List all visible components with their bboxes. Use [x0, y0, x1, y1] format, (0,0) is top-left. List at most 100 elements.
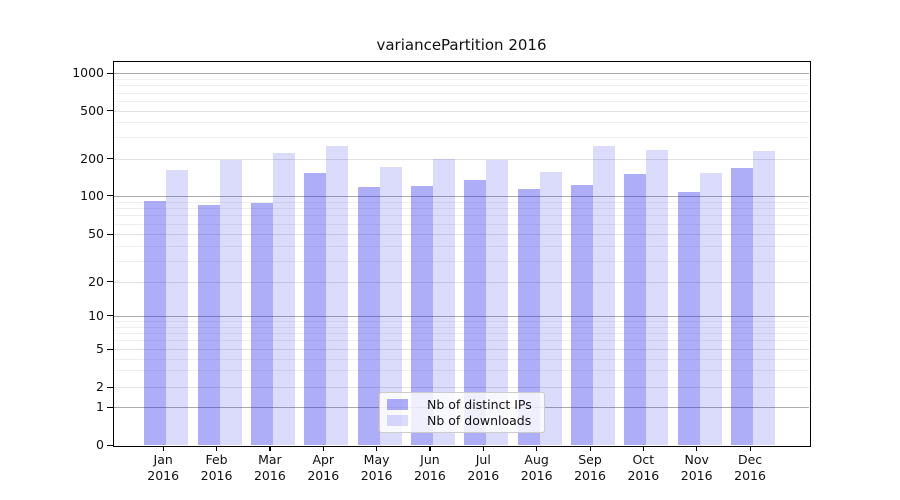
gridline-decade [114, 315, 809, 317]
gridline-minor [114, 332, 809, 334]
y-tick-mark [107, 281, 113, 283]
y-tick-label: 20 [88, 273, 104, 289]
bar-downloads-dec [753, 151, 776, 445]
gridline-major [114, 349, 809, 351]
bar-distinct-ips-sep [571, 184, 593, 445]
bar-downloads-oct [646, 149, 669, 445]
x-tick-label: Sep 2016 [574, 452, 606, 483]
bar-downloads-mar [272, 153, 295, 445]
gridline-minor [114, 260, 809, 262]
gridline-minor [114, 320, 809, 322]
y-tick-label: 0 [96, 437, 104, 452]
legend: Nb of distinct IPs Nb of downloads [379, 392, 545, 433]
y-tick-label: 1 [96, 399, 104, 415]
x-tick-label: Aug 2016 [520, 452, 553, 483]
y-tick-label: 100 [80, 187, 104, 203]
gridline-major [114, 387, 809, 389]
gridline-major [114, 110, 809, 112]
x-tick-label: Nov 2016 [680, 452, 713, 483]
gridline-minor [114, 215, 809, 217]
x-tick-mark [216, 446, 218, 451]
x-tick-mark [642, 446, 645, 451]
bar-downloads-jun [432, 159, 455, 445]
bar-downloads-apr [326, 146, 349, 445]
legend-swatch-downloads-icon [387, 415, 408, 427]
x-tick-mark [376, 446, 378, 451]
bar-distinct-ips-jun [410, 185, 433, 445]
bar-distinct-ips-may [357, 186, 380, 445]
y-tick-label: 1000 [72, 65, 104, 81]
y-tick-mark [107, 72, 113, 75]
bar-distinct-ips-jan [144, 200, 167, 445]
bar-distinct-ips-oct [624, 173, 647, 445]
legend-row-distinct-ips: Nb of distinct IPs [387, 396, 536, 412]
y-tick-label: 10 [88, 307, 104, 323]
y-tick-mark [107, 110, 113, 112]
bar-distinct-ips-dec [731, 167, 754, 445]
y-tick-mark [107, 406, 113, 409]
bar-distinct-ips-nov [677, 191, 700, 445]
y-tick-mark [107, 444, 113, 446]
bar-downloads-jul [486, 160, 509, 445]
x-tick-mark [696, 446, 698, 451]
legend-swatch-distinct-ips-icon [387, 398, 408, 410]
gridline-minor [114, 245, 809, 247]
x-tick-mark [589, 446, 591, 451]
bar-distinct-ips-mar [250, 202, 273, 445]
bar-distinct-ips-feb [197, 204, 220, 445]
bar-distinct-ips-aug [517, 188, 540, 445]
gridline-minor [114, 358, 809, 360]
gridline-decade [114, 195, 809, 197]
x-tick-label: Feb 2016 [200, 452, 233, 483]
bar-downloads-may [379, 167, 402, 445]
y-tick-label: 2 [96, 379, 104, 395]
x-tick-label: Apr 2016 [307, 452, 340, 483]
chart-title: variancePartition 2016 [376, 36, 547, 54]
gridline-minor [114, 208, 809, 210]
bar-distinct-ips-apr [304, 172, 327, 445]
y-tick-mark [107, 233, 113, 235]
gridline-minor [114, 137, 809, 139]
gridline-minor [114, 326, 809, 328]
y-tick-mark [107, 315, 113, 317]
x-tick-mark [269, 446, 271, 451]
bar-downloads-sep [593, 146, 615, 445]
y-tick-mark [107, 386, 113, 389]
x-tick-mark [749, 446, 751, 451]
gridline-minor [114, 370, 809, 372]
x-tick-mark [482, 446, 485, 451]
gridline-minor [114, 201, 809, 203]
x-tick-label: Jan 2016 [147, 452, 180, 483]
legend-label-distinct-ips: Nb of distinct IPs [427, 396, 532, 412]
y-tick-mark [107, 348, 113, 351]
gridline-major [114, 158, 809, 160]
gridline-minor [114, 78, 809, 80]
y-tick-label: 5 [96, 341, 104, 357]
x-tick-label: Jul 2016 [467, 452, 500, 483]
y-tick-label: 500 [80, 102, 104, 118]
bar-downloads-nov [699, 172, 722, 445]
x-tick-mark [536, 446, 538, 451]
gridline-minor [114, 122, 809, 124]
x-tick-label: Dec 2016 [734, 452, 766, 483]
legend-row-downloads: Nb of downloads [387, 413, 536, 429]
x-tick-label: May 2016 [360, 452, 393, 483]
plot-area [113, 61, 811, 447]
y-tick-label: 200 [80, 150, 104, 166]
gridline-minor [114, 340, 809, 342]
gridline-minor [114, 85, 809, 87]
bar-downloads-jan [166, 170, 189, 445]
y-tick-mark [107, 195, 113, 197]
x-tick-mark [162, 446, 164, 451]
gridline-major [114, 281, 809, 283]
y-tick-label: 50 [88, 226, 104, 241]
gridline-minor [114, 92, 809, 94]
gridline-minor [114, 100, 809, 102]
x-tick-mark [322, 446, 325, 451]
gridline-decade [114, 73, 809, 75]
x-tick-label: Oct 2016 [627, 452, 660, 483]
x-tick-label: Mar 2016 [253, 452, 286, 483]
gridline-minor [114, 223, 809, 225]
bar-downloads-feb [219, 160, 242, 445]
